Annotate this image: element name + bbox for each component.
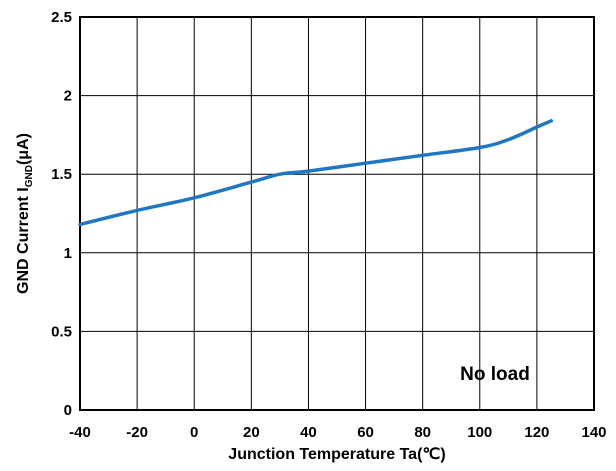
x-tick-label: 100 (467, 424, 492, 441)
y-axis-label: GND Current IGND(μA) (15, 133, 35, 294)
y-axis-label-prefix: GND Current I (15, 187, 32, 294)
x-tick-label: 60 (357, 424, 374, 441)
x-tick-label: 20 (243, 424, 260, 441)
y-axis-label-subscript: GND (24, 165, 35, 187)
y-tick-label: 0 (64, 402, 72, 419)
x-tick-labels: -40 -20 0 20 40 60 80 100 120 140 (69, 424, 606, 441)
x-tick-label: 0 (190, 424, 198, 441)
grid (79, 16, 595, 411)
y-tick-label: 2 (64, 88, 72, 105)
x-tick-label: 40 (300, 424, 317, 441)
y-tick-label: 1.5 (51, 166, 72, 183)
series-line (78, 119, 553, 227)
x-tick-label: 140 (581, 424, 606, 441)
no-load-annotation: No load (460, 364, 530, 385)
y-tick-label: 2.5 (51, 9, 72, 26)
x-tick-label: -40 (69, 424, 91, 441)
y-tick-label: 0.5 (51, 323, 72, 340)
plot-frame (79, 16, 595, 411)
x-tick-label: 80 (414, 424, 431, 441)
x-tick-label: 120 (524, 424, 549, 441)
x-axis-label: Junction Temperature Ta(℃) (228, 446, 445, 463)
y-axis-label-suffix: (μA) (15, 133, 32, 165)
y-tick-labels: 0 0.5 1 1.5 2 2.5 (51, 9, 72, 419)
y-tick-label: 1 (64, 245, 72, 262)
x-tick-label: -20 (126, 424, 148, 441)
